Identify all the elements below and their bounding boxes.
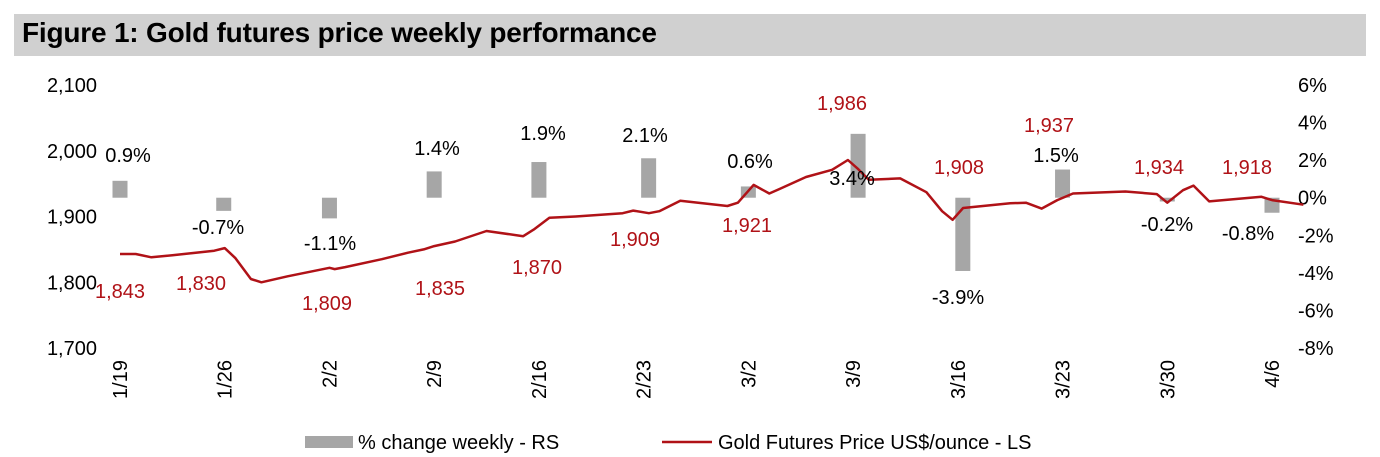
price-data-label: 1,986 (817, 93, 867, 115)
legend-bar-label: % change weekly - RS (358, 432, 559, 454)
bar-data-label: 3.4% (829, 168, 875, 190)
bar-data-label: -0.7% (192, 217, 244, 239)
x-axis-tick: 4/6 (1262, 360, 1284, 388)
bar-data-label: 1.9% (520, 123, 566, 145)
price-data-label: 1,870 (512, 257, 562, 279)
bar-weekly-change (850, 133, 866, 198)
x-axis-tick: 3/2 (738, 360, 760, 388)
right-axis-tick: -4% (1298, 263, 1334, 285)
x-axis-tick: 2/23 (634, 360, 656, 399)
bar-data-label: -3.9% (932, 287, 984, 309)
price-data-label: 1,937 (1024, 115, 1074, 137)
x-axis-tick: 3/30 (1157, 360, 1179, 399)
left-axis-tick: 1,700 (47, 338, 97, 360)
bar-weekly-change (321, 197, 337, 219)
x-axis-tick: 1/26 (215, 360, 237, 399)
left-axis-tick: 1,900 (47, 207, 97, 229)
bar-data-label: -0.2% (1141, 214, 1193, 236)
price-data-label: 1,918 (1222, 157, 1272, 179)
bar-data-label: 1.4% (414, 138, 460, 160)
right-axis-tick: -8% (1298, 338, 1334, 360)
price-data-label: 1,921 (722, 215, 772, 237)
bar-weekly-change (641, 158, 657, 198)
x-axis-tick: 3/23 (1053, 360, 1075, 399)
bar-data-label: -0.8% (1222, 223, 1274, 245)
price-data-label: 1,909 (610, 229, 660, 251)
bar-data-label: 1.5% (1033, 145, 1079, 167)
price-data-label: 1,843 (95, 281, 145, 303)
bar-weekly-change (1159, 197, 1175, 202)
right-axis-tick: -6% (1298, 300, 1334, 322)
left-axis-tick: 1,800 (47, 272, 97, 294)
bar-data-label: 2.1% (622, 125, 668, 147)
x-axis-tick: 2/2 (319, 360, 341, 388)
bar-data-label: -1.1% (304, 233, 356, 255)
bar-weekly-change (216, 197, 232, 211)
gold-price-line (120, 158, 1304, 284)
x-axis-tick: 3/16 (948, 360, 970, 399)
x-axis-tick: 2/9 (424, 360, 446, 388)
right-axis-tick: -2% (1298, 225, 1334, 247)
price-data-label: 1,830 (176, 273, 226, 295)
x-axis-tick: 3/9 (843, 360, 865, 388)
price-data-label: 1,908 (934, 157, 984, 179)
chart-title: Figure 1: Gold futures price weekly perf… (22, 17, 657, 48)
price-data-label: 1,809 (302, 293, 352, 315)
price-data-label: 1,934 (1134, 157, 1184, 179)
price-data-label: 1,835 (415, 278, 465, 300)
bar-weekly-change (531, 162, 547, 198)
bar-data-label: 0.6% (727, 151, 773, 173)
x-axis-tick: 2/16 (529, 360, 551, 399)
bar-data-label: 0.9% (105, 145, 151, 167)
right-axis-tick: 0% (1298, 188, 1327, 210)
bar-weekly-change (955, 197, 971, 271)
left-axis-tick: 2,100 (47, 75, 97, 97)
legend-line-label: Gold Futures Price US$/ounce - LS (718, 432, 1031, 454)
right-axis-tick: 2% (1298, 150, 1327, 172)
right-axis-tick: 6% (1298, 75, 1327, 97)
left-axis-tick: 2,000 (47, 141, 97, 163)
title-bar: Figure 1: Gold futures price weekly perf… (14, 14, 1366, 56)
bar-weekly-change (112, 180, 128, 198)
x-axis-tick: 1/19 (110, 360, 132, 399)
bar-weekly-change (426, 171, 442, 198)
bar-weekly-change (1055, 169, 1071, 198)
right-axis-tick: 4% (1298, 113, 1327, 135)
legend-bar-swatch (305, 436, 353, 448)
